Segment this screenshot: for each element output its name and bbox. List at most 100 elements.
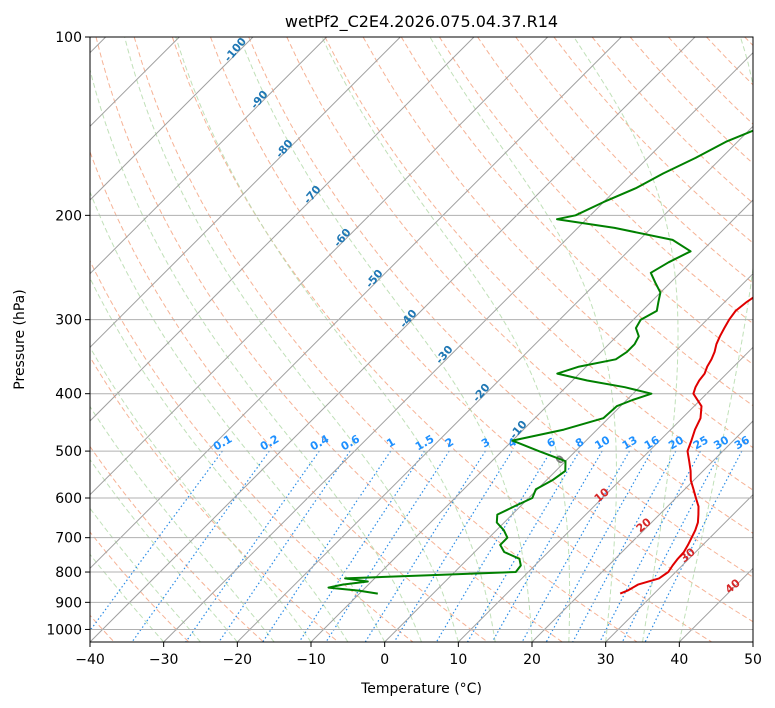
moist-adiabat-label: -70 bbox=[301, 183, 324, 207]
moist-adiabat-line bbox=[90, 277, 349, 642]
dry-adiabat-label: 20 bbox=[634, 515, 654, 535]
moist-adiabat-label: -50 bbox=[363, 267, 386, 291]
y-tick-label: 200 bbox=[55, 208, 82, 224]
mixing-ratio-label: 3 bbox=[479, 435, 492, 450]
mixing-ratio-line bbox=[599, 450, 702, 642]
x-tick-label: −20 bbox=[223, 652, 253, 668]
isotherm-line bbox=[90, 37, 696, 642]
mixing-ratio-line bbox=[325, 450, 450, 642]
mixing-ratio-label: 1.5 bbox=[413, 432, 436, 453]
dry-adiabat-line bbox=[171, 37, 712, 642]
dry-adiabat-line bbox=[95, 37, 563, 642]
x-axis-ticks: −40 −30 −20 −10 0 10 20 30 40 50 bbox=[75, 642, 762, 668]
moist-adiabat-line bbox=[175, 37, 496, 642]
dry-adiabat-line bbox=[90, 531, 190, 642]
moist-adiabat-label: -30 bbox=[433, 343, 456, 367]
dry-adiabat-line bbox=[324, 37, 753, 491]
dry-adiabat-label: 40 bbox=[723, 576, 743, 596]
y-tick-label: 1000 bbox=[46, 622, 82, 638]
y-tick-label: 700 bbox=[55, 531, 82, 547]
moist-adiabat-label: -60 bbox=[331, 226, 354, 250]
mixing-ratio-label: 2 bbox=[443, 435, 456, 450]
dry-adiabat-label: 10 bbox=[592, 485, 612, 505]
isotherm-line bbox=[384, 272, 753, 642]
plot-area: 0.1 0.2 0.4 0.6 1 1.5 2 3 4 6 8 10 13 16 20 25 30 36-100-… bbox=[90, 37, 753, 642]
x-tick-label: −10 bbox=[296, 652, 326, 668]
x-tick-label: 0 bbox=[380, 652, 389, 668]
dry-adiabat-line bbox=[515, 37, 753, 284]
isotherm-line bbox=[90, 37, 328, 275]
mixing-ratio-lines bbox=[90, 450, 743, 642]
mixing-ratio-line bbox=[545, 450, 653, 642]
isotherm-line bbox=[605, 493, 753, 642]
dry-adiabat-line bbox=[400, 37, 753, 407]
dry-adiabat-line bbox=[210, 37, 753, 623]
y-tick-label: 800 bbox=[55, 565, 82, 581]
profile-series bbox=[327, 129, 753, 595]
mixing-ratio-line bbox=[521, 450, 631, 642]
mixing-ratio-line bbox=[466, 450, 580, 642]
moist-adiabat-line bbox=[429, 37, 617, 642]
dry-adiabat-line bbox=[744, 37, 753, 47]
dry-adiabat-line bbox=[477, 37, 753, 325]
x-axis-label: Temperature (°C) bbox=[360, 681, 482, 697]
dry-adiabat-line bbox=[286, 37, 753, 534]
moist-adiabat-line bbox=[90, 190, 386, 642]
moist-adiabat-line bbox=[239, 37, 533, 642]
mixing-ratio-line bbox=[491, 450, 603, 642]
isotherm-line bbox=[90, 37, 254, 201]
dewpoint-profile-line bbox=[327, 129, 753, 595]
mixing-ratio-line bbox=[218, 450, 351, 642]
dry-adiabat-line bbox=[248, 37, 753, 578]
x-tick-label: 20 bbox=[523, 652, 541, 668]
isotherm-line bbox=[236, 125, 753, 642]
dry-adiabat-line bbox=[90, 356, 339, 642]
mixing-ratio-line bbox=[185, 450, 320, 642]
y-tick-label: 600 bbox=[55, 491, 82, 507]
moist-adiabat-label: -20 bbox=[470, 381, 493, 405]
y-tick-label: 100 bbox=[55, 30, 82, 46]
y-tick-label: 500 bbox=[55, 444, 82, 460]
dry-adiabat-line bbox=[133, 37, 638, 642]
mixing-ratio-label: 10 bbox=[593, 433, 613, 452]
line-labels: 0.1 0.2 0.4 0.6 1 1.5 2 3 4 6 8 10 13 16 20 25 30 36-100-… bbox=[211, 37, 752, 596]
isotherm-line bbox=[90, 37, 622, 570]
mixing-ratio-line bbox=[298, 450, 425, 642]
y-tick-label: 900 bbox=[55, 595, 82, 611]
moist-adiabat-line bbox=[678, 37, 753, 642]
x-tick-label: −30 bbox=[149, 652, 179, 668]
isotherm-line bbox=[163, 51, 753, 642]
mixing-ratio-line bbox=[621, 450, 722, 642]
x-tick-label: 50 bbox=[744, 652, 762, 668]
moist-adiabat-line bbox=[124, 37, 459, 642]
dry-adiabats bbox=[90, 37, 753, 642]
y-axis-label: Pressure (hPa) bbox=[12, 289, 28, 389]
mixing-ratio-label: 30 bbox=[711, 433, 731, 452]
isotherm-line bbox=[752, 641, 753, 642]
isotherm-line bbox=[457, 346, 753, 642]
moist-adiabat-label: -40 bbox=[397, 307, 420, 331]
isotherm-line bbox=[90, 37, 549, 496]
x-tick-label: 30 bbox=[597, 652, 615, 668]
mixing-ratio-label: 1 bbox=[384, 435, 397, 450]
mixing-ratio-label: 36 bbox=[732, 433, 752, 452]
temperature-profile-line bbox=[619, 296, 753, 595]
y-tick-label: 400 bbox=[55, 387, 82, 403]
mixing-ratio-label: 0.4 bbox=[308, 432, 332, 453]
dry-adiabat-line bbox=[706, 37, 753, 86]
moist-adiabat-label: -90 bbox=[248, 88, 271, 112]
dry-adiabat-line bbox=[362, 37, 753, 449]
moist-adiabat-line bbox=[90, 67, 422, 642]
pressure-gridlines bbox=[90, 37, 753, 630]
y-tick-label: 300 bbox=[55, 313, 82, 329]
mixing-ratio-label: 20 bbox=[666, 433, 686, 452]
mixing-ratio-label: 13 bbox=[620, 433, 640, 452]
isotherm-line bbox=[90, 37, 401, 349]
mixing-ratio-label: 16 bbox=[642, 433, 662, 452]
mixing-ratio-line bbox=[644, 450, 743, 642]
dry-adiabat-line bbox=[438, 37, 753, 366]
mixing-ratio-line bbox=[131, 450, 270, 642]
moist-adiabat-line bbox=[573, 37, 679, 642]
isotherm-line bbox=[90, 37, 475, 422]
